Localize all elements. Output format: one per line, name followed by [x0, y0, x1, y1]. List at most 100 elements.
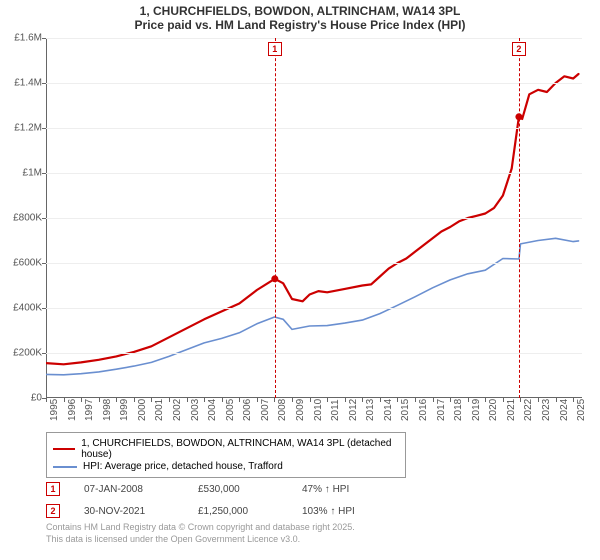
x-tick — [116, 398, 117, 402]
y-axis-label: £800K — [2, 213, 42, 224]
x-axis-label: 2021 — [506, 399, 517, 421]
footer-line-1: Contains HM Land Registry data © Crown c… — [46, 522, 355, 534]
x-tick — [81, 398, 82, 402]
x-axis-label: 2014 — [383, 399, 394, 421]
marker-date-1: 07-JAN-2008 — [84, 484, 174, 495]
legend-swatch-hpi — [53, 466, 77, 468]
y-gridline — [46, 128, 582, 129]
y-axis-label: £600K — [2, 258, 42, 269]
chart-area: £0£200K£400K£600K£800K£1M£1.2M£1.4M£1.6M… — [46, 38, 582, 398]
y-tick — [42, 218, 46, 219]
x-axis-label: 2008 — [277, 399, 288, 421]
footer-line-2: This data is licensed under the Open Gov… — [46, 534, 355, 546]
x-axis-label: 2006 — [242, 399, 253, 421]
x-tick — [169, 398, 170, 402]
x-axis-label: 2025 — [576, 399, 587, 421]
x-tick — [257, 398, 258, 402]
x-axis-label: 2017 — [436, 399, 447, 421]
y-gridline — [46, 308, 582, 309]
x-axis-label: 2020 — [488, 399, 499, 421]
x-tick — [187, 398, 188, 402]
x-tick — [397, 398, 398, 402]
y-axis-label: £1.6M — [2, 33, 42, 44]
x-axis-label: 2002 — [172, 399, 183, 421]
x-tick — [415, 398, 416, 402]
x-tick — [151, 398, 152, 402]
x-axis-label: 2015 — [400, 399, 411, 421]
x-tick — [99, 398, 100, 402]
legend-swatch-property — [53, 448, 75, 450]
y-axis-label: £200K — [2, 348, 42, 359]
x-tick — [64, 398, 65, 402]
y-gridline — [46, 38, 582, 39]
y-tick — [42, 308, 46, 309]
marker-row-2: 2 30-NOV-2021 £1,250,000 103% ↑ HPI — [46, 502, 392, 520]
y-axis-label: £1.4M — [2, 78, 42, 89]
x-axis-label: 2011 — [330, 399, 341, 421]
x-tick — [556, 398, 557, 402]
marker-legend: 1 07-JAN-2008 £530,000 47% ↑ HPI 2 30-NO… — [46, 476, 392, 524]
x-axis-label: 1995 — [49, 399, 60, 421]
x-tick — [380, 398, 381, 402]
marker-row-1: 1 07-JAN-2008 £530,000 47% ↑ HPI — [46, 480, 392, 498]
x-axis-label: 2012 — [348, 399, 359, 421]
y-tick — [42, 173, 46, 174]
y-axis-label: £0 — [2, 393, 42, 404]
y-tick — [42, 83, 46, 84]
marker-price-1: £530,000 — [198, 484, 278, 495]
title-block: 1, CHURCHFIELDS, BOWDON, ALTRINCHAM, WA1… — [0, 0, 600, 34]
x-axis-label: 2001 — [154, 399, 165, 421]
x-axis-label: 2000 — [137, 399, 148, 421]
x-tick — [274, 398, 275, 402]
x-axis-label: 1999 — [119, 399, 130, 421]
legend-box: 1, CHURCHFIELDS, BOWDON, ALTRINCHAM, WA1… — [46, 432, 406, 478]
y-gridline — [46, 353, 582, 354]
x-tick — [134, 398, 135, 402]
legend-label-hpi: HPI: Average price, detached house, Traf… — [83, 461, 283, 472]
legend-row-property: 1, CHURCHFIELDS, BOWDON, ALTRINCHAM, WA1… — [53, 438, 399, 460]
y-tick — [42, 353, 46, 354]
marker-box-1: 1 — [46, 482, 60, 496]
marker-box-2: 2 — [46, 504, 60, 518]
y-tick — [42, 263, 46, 264]
x-tick — [239, 398, 240, 402]
title-address: 1, CHURCHFIELDS, BOWDON, ALTRINCHAM, WA1… — [0, 4, 600, 18]
x-axis-label: 2024 — [559, 399, 570, 421]
title-subtitle: Price paid vs. HM Land Registry's House … — [0, 18, 600, 32]
x-tick — [327, 398, 328, 402]
x-axis-label: 2009 — [295, 399, 306, 421]
x-tick — [573, 398, 574, 402]
marker-pct-1: 47% ↑ HPI — [302, 484, 392, 495]
marker-date-2: 30-NOV-2021 — [84, 506, 174, 517]
chart-marker-box: 1 — [268, 42, 282, 56]
x-axis-label: 2016 — [418, 399, 429, 421]
y-axis-label: £1.2M — [2, 123, 42, 134]
x-tick — [310, 398, 311, 402]
x-tick — [204, 398, 205, 402]
y-gridline — [46, 173, 582, 174]
x-axis-label: 2013 — [365, 399, 376, 421]
y-axis-label: £400K — [2, 303, 42, 314]
x-axis-label: 2004 — [207, 399, 218, 421]
footer: Contains HM Land Registry data © Crown c… — [46, 522, 355, 545]
x-tick — [292, 398, 293, 402]
legend-row-hpi: HPI: Average price, detached house, Traf… — [53, 461, 399, 472]
x-axis-label: 2023 — [541, 399, 552, 421]
x-axis-label: 2019 — [471, 399, 482, 421]
marker-num-2: 2 — [50, 506, 55, 516]
x-tick — [485, 398, 486, 402]
marker-vline — [275, 38, 276, 398]
y-tick — [42, 38, 46, 39]
x-tick — [46, 398, 47, 402]
x-tick — [468, 398, 469, 402]
x-tick — [222, 398, 223, 402]
chart-container: 1, CHURCHFIELDS, BOWDON, ALTRINCHAM, WA1… — [0, 0, 600, 560]
y-tick — [42, 128, 46, 129]
marker-vline — [519, 38, 520, 398]
x-axis-label: 2007 — [260, 399, 271, 421]
marker-num-1: 1 — [50, 484, 55, 494]
x-axis-label: 2018 — [453, 399, 464, 421]
x-axis-label: 1997 — [84, 399, 95, 421]
y-gridline — [46, 218, 582, 219]
y-gridline — [46, 263, 582, 264]
